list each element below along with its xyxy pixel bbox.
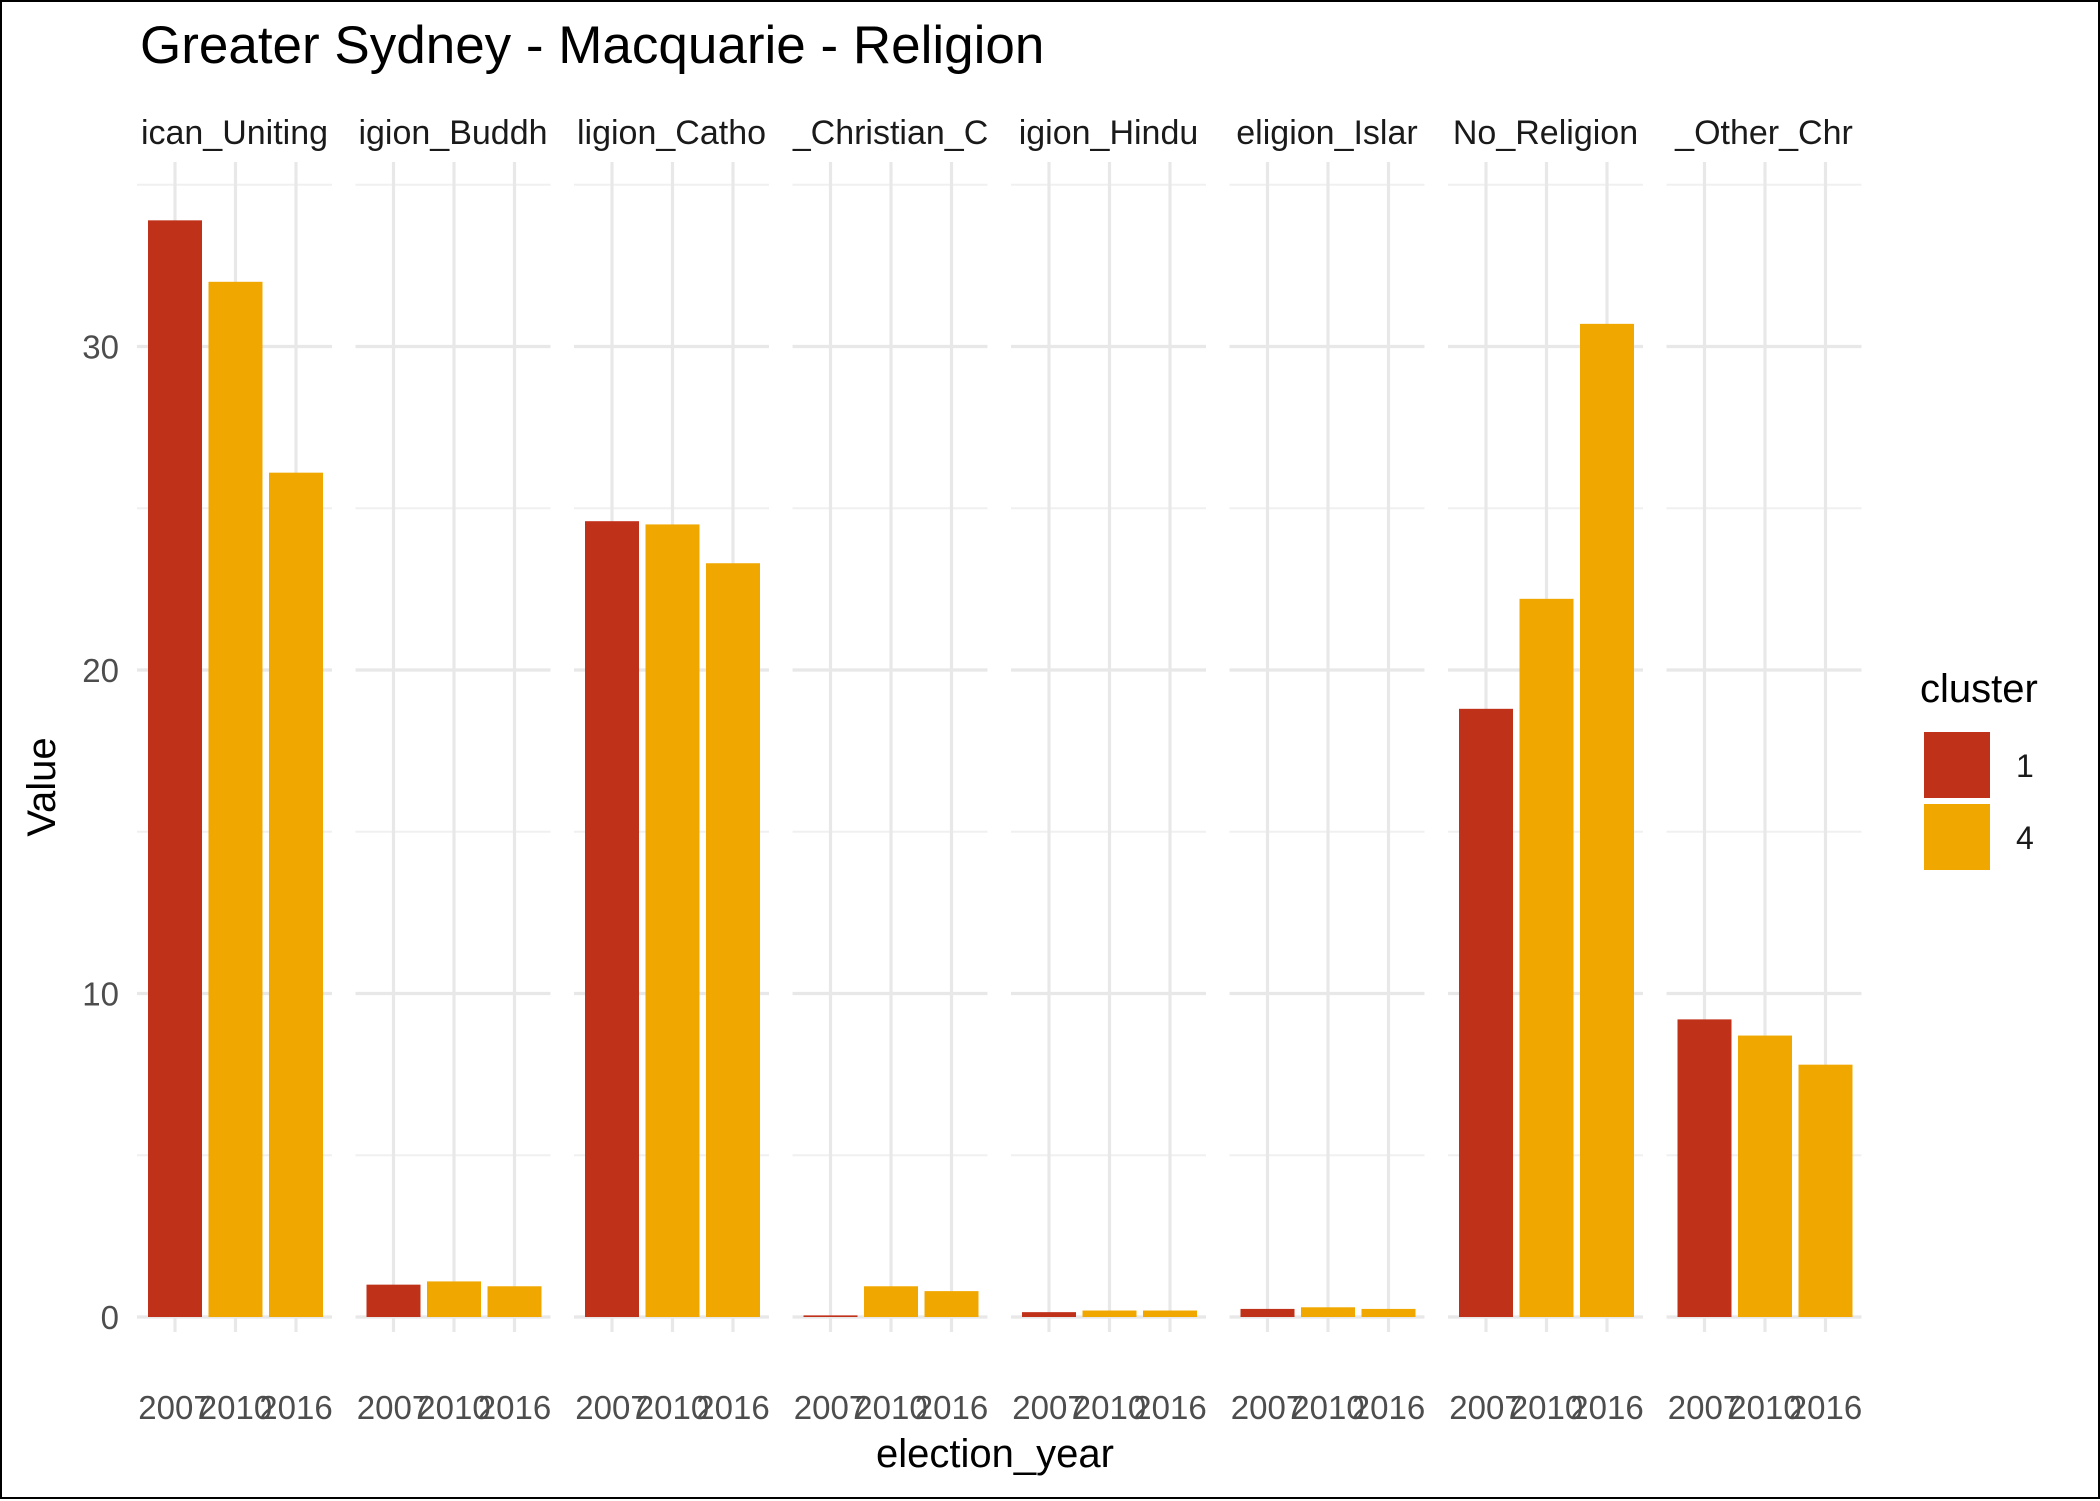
x-tick-label: 2010 <box>1291 1389 1364 1426</box>
bar <box>1580 323 1634 1318</box>
x-tick-label: 2007 <box>1012 1389 1085 1426</box>
bar <box>1240 1308 1295 1317</box>
x-tick-label: 2007 <box>1668 1389 1741 1426</box>
x-tick-label: 2016 <box>696 1389 769 1426</box>
facet-strip-label: No_Religion <box>1453 114 1638 152</box>
x-tick-label: 2007 <box>357 1389 430 1426</box>
bar <box>1301 1307 1355 1317</box>
x-tick-label: 2007 <box>794 1389 867 1426</box>
bar <box>1677 1019 1732 1317</box>
bar <box>269 472 323 1317</box>
y-tick-label: 10 <box>82 976 119 1013</box>
legend-key <box>1924 732 1990 798</box>
legend: cluster 1 4 <box>1920 667 2038 870</box>
x-tick-label: 2010 <box>1510 1389 1583 1426</box>
x-tick-label: 2010 <box>636 1389 709 1426</box>
x-tick-label: 2016 <box>478 1389 551 1426</box>
legend-key <box>1924 804 1990 870</box>
facet-strip-label: eligion_Islar <box>1236 114 1417 152</box>
bar <box>1459 708 1513 1317</box>
y-tick-label: 20 <box>82 652 119 689</box>
bar <box>1798 1064 1853 1317</box>
bar <box>1361 1308 1416 1317</box>
x-tick-label: 2016 <box>1789 1389 1862 1426</box>
facet-strip-label: igion_Buddh <box>358 114 547 152</box>
x-tick-label: 2007 <box>1449 1389 1522 1426</box>
bar <box>924 1291 979 1317</box>
facet-strip-label: ligion_Catho <box>577 114 766 152</box>
bar <box>645 524 700 1317</box>
bar <box>585 521 639 1317</box>
bar <box>487 1286 542 1317</box>
y-axis-title: Value <box>20 737 64 836</box>
y-tick-label: 30 <box>82 329 119 366</box>
facet-strip-label: _Other_Chr <box>1674 114 1853 152</box>
bar <box>1519 598 1574 1317</box>
legend-label: 1 <box>2016 748 2034 784</box>
x-tick-label: 2016 <box>259 1389 332 1426</box>
bar <box>803 1315 858 1317</box>
x-tick-label: 2007 <box>138 1389 211 1426</box>
bar <box>1738 1035 1792 1317</box>
x-tick-label: 2010 <box>199 1389 272 1426</box>
y-axis-ticks: 0 10 20 30 <box>82 329 119 1337</box>
facet-strip-label: igion_Hindu <box>1019 114 1199 152</box>
x-tick-label: 2016 <box>1352 1389 1425 1426</box>
x-tick-label: 2007 <box>575 1389 648 1426</box>
x-tick-label: 2016 <box>1133 1389 1206 1426</box>
bar <box>148 220 202 1318</box>
x-tick-label: 2016 <box>1570 1389 1643 1426</box>
legend-title: cluster <box>1920 667 2038 711</box>
facet-strip-label: _Christian_C <box>791 114 989 152</box>
bar <box>1022 1312 1076 1317</box>
bar <box>864 1286 918 1317</box>
facet-strip-label: ican_Uniting <box>141 114 328 152</box>
bar <box>706 563 760 1317</box>
bar <box>1143 1310 1197 1317</box>
legend-label: 4 <box>2016 820 2034 856</box>
y-tick-label: 0 <box>101 1299 119 1336</box>
bar <box>208 281 263 1317</box>
x-tick-label: 2016 <box>915 1389 988 1426</box>
x-tick-label: 2007 <box>1231 1389 1304 1426</box>
bar <box>427 1281 481 1317</box>
x-tick-label: 2010 <box>854 1389 927 1426</box>
chart-title: Greater Sydney - Macquarie - Religion <box>140 16 1044 75</box>
x-tick-label: 2010 <box>417 1389 490 1426</box>
facet-panels: ican_Uniting200720102016igion_Buddh20072… <box>137 114 1862 1426</box>
x-tick-label: 2010 <box>1073 1389 1146 1426</box>
bar <box>366 1284 421 1317</box>
x-tick-label: 2010 <box>1728 1389 1801 1426</box>
x-axis-title: election_year <box>876 1432 1114 1476</box>
bar <box>1082 1310 1137 1317</box>
